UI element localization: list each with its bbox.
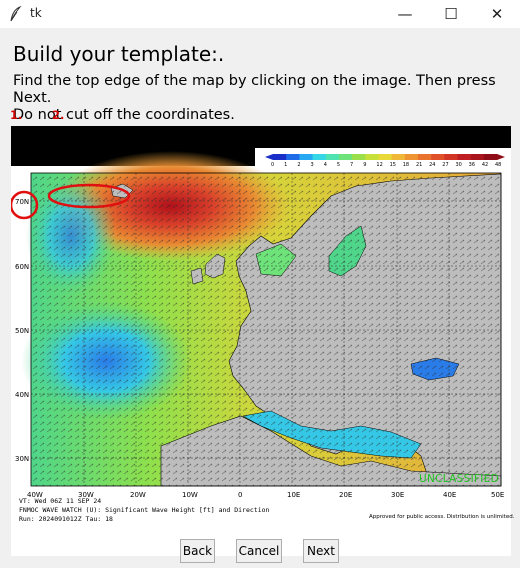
- colorbar-swatch: [299, 154, 313, 160]
- classification-label: UNCLASSIFIED: [419, 473, 500, 485]
- next-button[interactable]: Next: [303, 539, 339, 563]
- feather-icon: [10, 6, 22, 22]
- colorbar-min-arrow: [265, 154, 273, 160]
- step-1-marker: 1.: [10, 108, 23, 122]
- colorbar-tick-label: 36: [469, 162, 475, 168]
- colorbar-tick-label: 5: [337, 162, 340, 168]
- colorbar-swatch: [325, 154, 340, 160]
- colorbar-swatch: [286, 154, 300, 160]
- colorbar-tick-label: 0: [271, 162, 274, 168]
- window-title: tk: [30, 6, 42, 20]
- minimize-icon: —: [397, 5, 413, 23]
- valid-time-text: VT: Wed 06Z 11 SEP 24: [19, 497, 102, 505]
- lat-label: 30N: [15, 455, 29, 463]
- top-edge-circle-marker: [47, 183, 131, 209]
- colorbar-tick-label: 27: [442, 162, 448, 168]
- colorbar-tick-label: 24: [429, 162, 435, 168]
- page-title: Build your template:.: [13, 42, 225, 66]
- run-info-text: Run: 2024091012Z Tau: 18: [19, 515, 113, 523]
- cancel-button[interactable]: Cancel: [236, 539, 282, 563]
- colorbar-tick-label: 30: [455, 162, 461, 168]
- colorbar-tick-label: 9: [363, 162, 366, 168]
- colorbar-swatch: [483, 154, 498, 160]
- instruction-text: Find the top edge of the map by clicking…: [13, 73, 518, 124]
- colorbar-tick-label: 7: [350, 162, 353, 168]
- colorbar-tick-label: 18: [403, 162, 409, 168]
- colorbar-swatch: [417, 154, 432, 160]
- lat-label: 60N: [15, 263, 29, 271]
- latitude-labels: 70N 60N 50N 40N 30N: [15, 198, 29, 463]
- map-grid: [31, 173, 501, 486]
- lon-label: 50E: [491, 491, 504, 499]
- lon-label: 20E: [339, 491, 352, 499]
- colorbar-tick-label: 4: [324, 162, 327, 168]
- map-image[interactable]: 70N 60N 50N 40N 30N 40W 30W 20W 10W 0 10…: [11, 126, 515, 556]
- product-title-text: FNMOC WAVE WATCH (U): Significant Wave H…: [19, 506, 270, 514]
- colorbar-tick-label: 3: [311, 162, 314, 168]
- colorbar-swatch: [470, 154, 485, 160]
- main-content: Build your template:. Find the top edge …: [0, 28, 520, 568]
- close-button[interactable]: ✕: [474, 0, 520, 28]
- colorbar-swatch: [391, 154, 406, 160]
- lat-label: 50N: [15, 327, 29, 335]
- step-2-marker: 2.: [52, 108, 65, 122]
- wave-height-map[interactable]: 70N 60N 50N 40N 30N 40W 30W 20W 10W 0 10…: [11, 126, 511, 556]
- colorbar-tick-label: 1: [284, 162, 287, 168]
- colorbar-swatch: [444, 154, 458, 160]
- colorbar-swatch: [338, 154, 353, 160]
- colorbar-swatch: [273, 154, 287, 160]
- lon-label: 20W: [130, 491, 146, 499]
- colorbar-tick-label: 48: [495, 162, 501, 168]
- lon-label: 30W: [78, 491, 94, 499]
- colorbar-tick-label: 21: [416, 162, 422, 168]
- back-button[interactable]: Back: [180, 539, 215, 563]
- coordinate-circle-marker: [11, 190, 39, 220]
- colorbar-tick-label: 15: [390, 162, 396, 168]
- instruction-line-2: Do not cut off the coordinates.: [13, 107, 235, 123]
- title-bar: tk — ☐ ✕: [0, 0, 520, 28]
- lon-label: 40E: [443, 491, 456, 499]
- colorbar: 0 1 2 3 4 5 7 9 12 15 18 21 24 27 30 36 42 48: [265, 154, 505, 168]
- minimize-button[interactable]: —: [382, 0, 428, 28]
- lon-label: 30E: [391, 491, 404, 499]
- colorbar-max-arrow: [497, 154, 505, 160]
- lon-label: 0: [238, 491, 242, 499]
- map-border: [30, 172, 502, 487]
- maximize-button[interactable]: ☐: [428, 0, 474, 28]
- colorbar-tick-label: 12: [376, 162, 382, 168]
- lon-label: 40W: [27, 491, 43, 499]
- colorbar-swatch: [365, 154, 379, 160]
- colorbar-swatch: [378, 154, 392, 160]
- instruction-line-1: Find the top edge of the map by clicking…: [13, 73, 496, 106]
- distribution-text: Approved for public access. Distribution…: [369, 514, 515, 520]
- colorbar-swatch: [404, 154, 419, 160]
- lat-label: 40N: [15, 391, 29, 399]
- colorbar-swatch: [312, 154, 327, 160]
- lon-label: 10E: [287, 491, 300, 499]
- colorbar-swatch: [431, 154, 445, 160]
- colorbar-swatch: [352, 154, 366, 160]
- colorbar-tick-label: 42: [482, 162, 488, 168]
- colorbar-swatch: [457, 154, 471, 160]
- lat-label: 70N: [15, 198, 29, 206]
- lon-label: 10W: [182, 491, 198, 499]
- maximize-icon: ☐: [444, 5, 458, 23]
- close-icon: ✕: [490, 5, 504, 23]
- longitude-labels: 40W 30W 20W 10W 0 10E 20E 30E 40E 50E: [27, 491, 504, 499]
- colorbar-tick-label: 2: [297, 162, 300, 168]
- wave-direction-arrows: [31, 173, 501, 486]
